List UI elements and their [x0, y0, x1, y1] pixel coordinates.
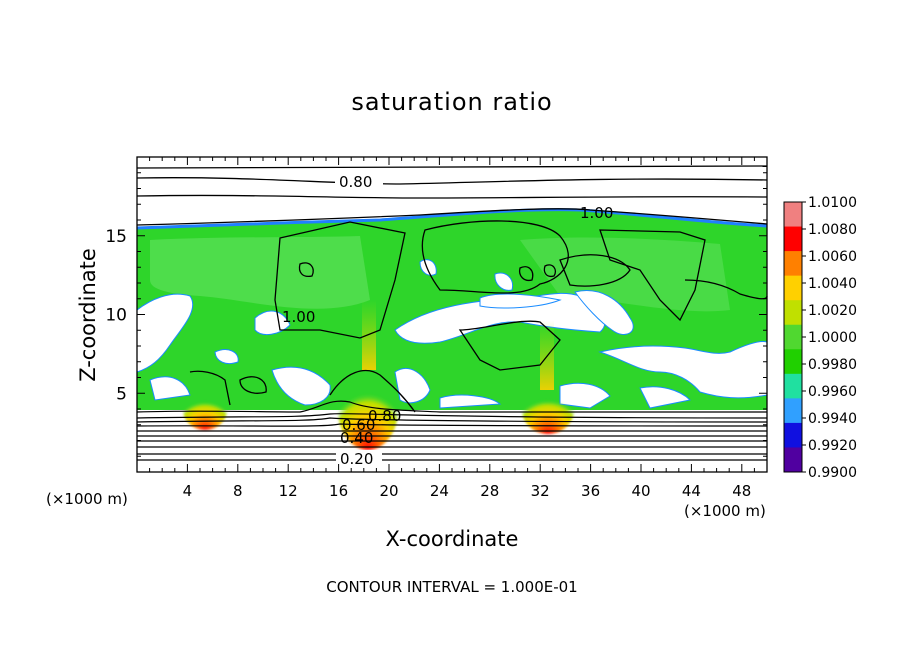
lower-contour-lines [136, 400, 768, 461]
colorbar-label: 1.0020 [808, 303, 857, 319]
x-tick-label: 20 [379, 482, 398, 500]
x-tick-label: 44 [682, 482, 701, 500]
colorbar-segment [784, 251, 802, 277]
contour-label: 1.00 [282, 308, 315, 326]
colorbar-label: 0.9980 [808, 357, 857, 373]
contour-label: 0.60 [342, 416, 375, 434]
contour-label: 0.40 [340, 429, 373, 447]
colorbar: 1.0100 1.0080 1.0060 1.0040 1.0020 1.0000 0.99… [783, 195, 857, 481]
colorbar-segment [784, 275, 802, 301]
colorbar-label: 0.9900 [808, 465, 857, 481]
colorbar-segment [784, 447, 802, 473]
colorbar-segment [784, 373, 802, 399]
x-tick-label: 32 [531, 482, 550, 500]
colorbar-segment [784, 324, 802, 350]
y-tick-label: 10 [105, 306, 127, 326]
colorbar-label: 1.0100 [808, 195, 857, 211]
x-tick-label: 40 [631, 482, 650, 500]
contour-label: 0.80 [368, 407, 401, 425]
x-unit-label-right: (×1000 m) [684, 502, 766, 520]
texture-region [520, 237, 730, 312]
x-tick-label: 4 [183, 482, 193, 500]
x-tick-label: 36 [581, 482, 600, 500]
contour-interval-note: CONTOUR INTERVAL = 1.000E-01 [326, 578, 578, 596]
colorbar-segment [784, 398, 802, 424]
contour-label: 0.80 [339, 173, 372, 191]
colorbar-label: 1.0040 [808, 276, 857, 292]
y-tick-label: 5 [116, 384, 127, 404]
x-tick-label: 28 [480, 482, 499, 500]
contour-label: 1.00 [580, 204, 613, 222]
texture-region [150, 236, 370, 309]
subsaturated-patches [136, 259, 768, 409]
x-tick-label: 8 [233, 482, 243, 500]
x-tick-label: 12 [279, 482, 298, 500]
x-unit-label-left: (×1000 m) [46, 490, 128, 508]
colorbar-label: 1.0080 [808, 222, 857, 238]
colorbar-label: 0.9960 [808, 384, 857, 400]
colorbar-segment [784, 349, 802, 375]
colorbar-label: 0.9940 [808, 411, 857, 427]
upper-edge-band [136, 208, 768, 230]
colorbar-segment [784, 422, 802, 448]
colorbar-label: 0.9920 [808, 438, 857, 454]
x-tick-label: 16 [329, 482, 348, 500]
colorbar-label: 1.0000 [808, 330, 857, 346]
contour-label: 0.20 [340, 450, 373, 468]
colorbar-label: 1.0060 [808, 249, 857, 265]
heatmap-field [136, 164, 768, 461]
x-axis-label: X-coordinate [385, 527, 519, 551]
x-tick-label: 48 [732, 482, 751, 500]
chart-title: saturation ratio [351, 88, 553, 116]
colorbar-segment [784, 300, 802, 326]
colorbar-segment [784, 202, 802, 228]
x-tick-label: 24 [430, 482, 449, 500]
colorbar-segment [784, 226, 802, 252]
y-tick-label: 15 [105, 227, 127, 247]
contour-labels: 0.80 1.00 1.00 0.80 0.60 0.40 0.20 [282, 173, 613, 468]
